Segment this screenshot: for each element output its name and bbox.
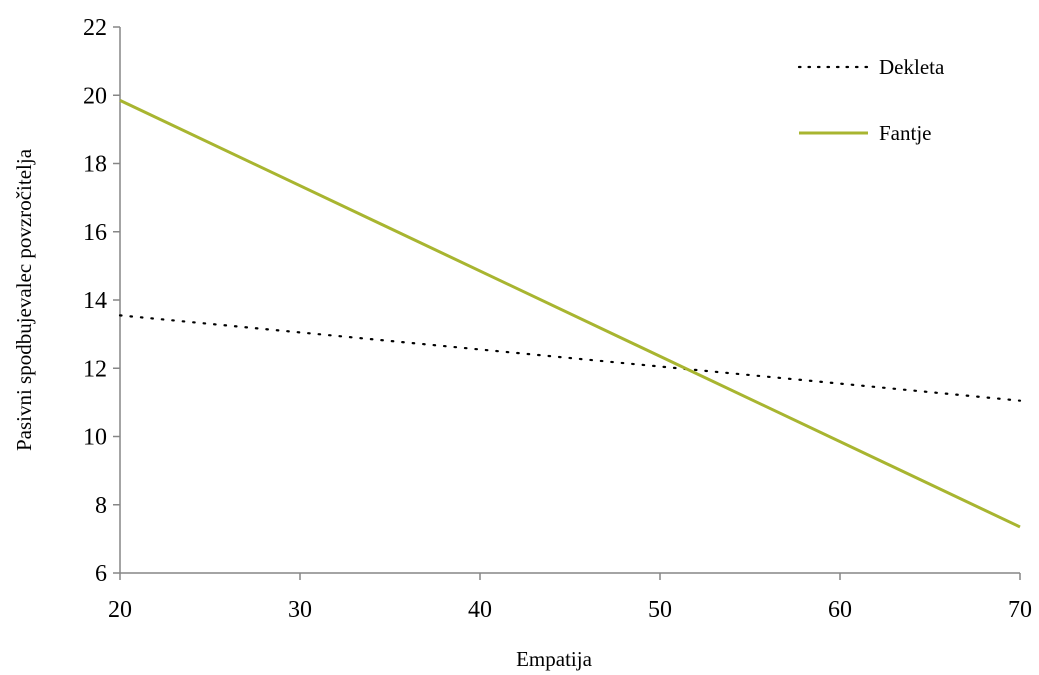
axes: [119, 27, 1020, 574]
x-tick-label: 40: [468, 597, 492, 623]
y-tick-label: 12: [83, 356, 107, 382]
series-layer: [118, 99, 1022, 529]
x-tick-label: 30: [288, 597, 312, 623]
y-tick-label: 20: [83, 83, 107, 109]
x-tick-label: 70: [1008, 597, 1032, 623]
legend-label-dekleta: Dekleta: [879, 55, 945, 79]
x-tick-label: 20: [108, 597, 132, 623]
x-axis-title: Empatija: [516, 647, 592, 671]
legend-label-fantje: Fantje: [879, 121, 932, 145]
y-tick-label: 8: [95, 493, 107, 519]
x-tick-label: 50: [648, 597, 672, 623]
x-tick-label: 60: [828, 597, 852, 623]
y-tick-label: 10: [83, 425, 107, 451]
legend: Dekleta Fantje: [797, 55, 945, 145]
y-tick-label: 16: [83, 220, 107, 246]
y-tick-label: 22: [83, 15, 107, 41]
x-axis-ticks: 20 30 40 50 60 70: [108, 573, 1032, 623]
y-axis-title: Pasivni spodbujevalec povzročitelja: [12, 148, 36, 451]
series-line-fantje: [119, 99, 1021, 529]
y-tick-label: 6: [95, 561, 107, 587]
series-line-dekleta: [118, 314, 1022, 402]
y-tick-label: 14: [83, 288, 107, 314]
y-axis-ticks: 6 8 10 12 14 16 18 20 22: [83, 15, 120, 587]
y-tick-label: 18: [83, 152, 107, 178]
